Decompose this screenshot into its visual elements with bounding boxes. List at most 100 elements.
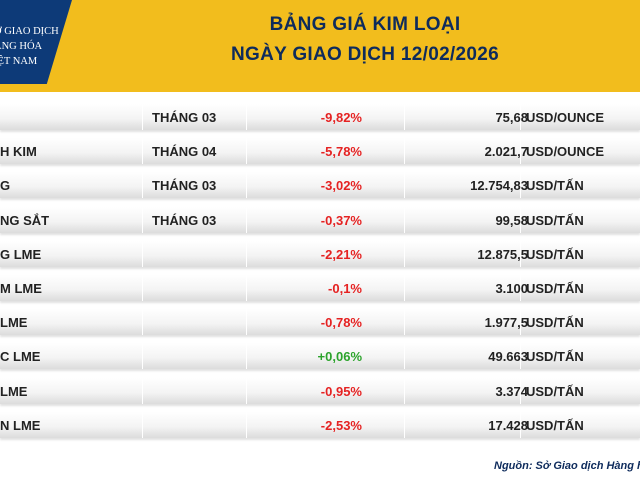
price-unit: USD/OUNCE	[526, 110, 605, 125]
column-divider	[246, 411, 247, 438]
change-percent: -0,37%	[320, 212, 362, 228]
column-divider	[520, 104, 521, 130]
change-percent: +0,06%	[317, 349, 362, 365]
change-percent: -5,78%	[320, 144, 362, 160]
price-unit: USD/TẤN	[526, 383, 584, 399]
column-divider	[404, 343, 405, 370]
column-divider	[520, 377, 521, 404]
column-divider	[246, 104, 247, 130]
change-percent: -9,82%	[320, 110, 362, 125]
contract-month: THÁNG 03	[152, 212, 217, 228]
price-unit: USD/TẤN	[526, 315, 584, 331]
exchange-logo: Ở GIAO DỊCH ÀNG HÓA IỆT NAM	[0, 0, 72, 84]
table-row: M LME -0,1% 3.100 USD/TẤN	[0, 274, 640, 301]
price-value: 1.977,5	[484, 315, 528, 331]
column-divider	[142, 172, 143, 199]
column-divider	[246, 138, 247, 165]
column-divider	[404, 274, 405, 301]
price-unit: USD/TẤN	[526, 280, 584, 296]
column-divider	[404, 309, 405, 336]
change-percent: -2,21%	[320, 246, 362, 262]
column-divider	[246, 172, 247, 199]
column-divider	[142, 104, 143, 130]
column-divider	[520, 172, 521, 199]
logo-line-2: ÀNG HÓA	[0, 41, 43, 52]
page-title: BẢNG GIÁ KIM LOẠI	[269, 14, 461, 35]
column-divider	[142, 377, 143, 404]
column-divider	[142, 138, 143, 165]
column-divider	[246, 309, 247, 336]
table-row: H KIM THÁNG 04 -5,78% 2.021,7 USD/OUNCE	[0, 138, 640, 165]
table-row: N LME -2,53% 17.428 USD/TẤN	[0, 411, 640, 438]
change-percent: -0,95%	[320, 383, 362, 399]
commodity-name: LME	[0, 383, 28, 399]
column-divider	[404, 206, 405, 233]
commodity-name: LME	[0, 315, 28, 331]
column-divider	[142, 309, 143, 336]
contract-month: THÁNG 04	[152, 144, 217, 160]
price-value: 2.021,7	[484, 144, 528, 160]
price-value: 17.428	[488, 417, 528, 433]
column-divider	[404, 240, 405, 267]
commodity-name: G	[0, 178, 11, 194]
table-row: LME -0,78% 1.977,5 USD/TẤN	[0, 309, 640, 336]
contract-month: THÁNG 03	[152, 178, 217, 194]
change-percent: -3,02%	[320, 178, 362, 194]
column-divider	[404, 377, 405, 404]
column-divider	[520, 309, 521, 336]
source-note: Nguồn: Sở Giao dịch Hàng hó	[494, 460, 640, 472]
column-divider	[404, 138, 405, 165]
column-divider	[142, 411, 143, 438]
price-value: 12.754,83	[470, 178, 528, 194]
column-divider	[520, 274, 521, 301]
price-table: THÁNG 03 -9,82% 75,68 USD/OUNCE H KIM THÁNG 0…	[0, 104, 640, 446]
logo-line-3: IỆT NAM	[0, 56, 38, 67]
column-divider	[520, 240, 521, 267]
commodity-name: C LME	[0, 349, 41, 365]
page-subtitle: NGÀY GIAO DỊCH 12/02/2026	[231, 44, 499, 65]
price-unit: USD/TẤN	[526, 212, 584, 228]
change-percent: -2,53%	[320, 417, 362, 433]
price-unit: USD/OUNCE	[526, 144, 605, 160]
logo-line-1: Ở GIAO DỊCH	[0, 26, 59, 37]
column-divider	[142, 343, 143, 370]
column-divider	[404, 411, 405, 438]
column-divider	[404, 104, 405, 130]
column-divider	[520, 206, 521, 233]
column-divider	[142, 274, 143, 301]
price-value: 49.663	[488, 349, 528, 365]
table-row: NG SẮT THÁNG 03 -0,37% 99,58 USD/TẤN	[0, 206, 640, 233]
column-divider	[246, 377, 247, 404]
price-value: 75,68	[495, 110, 528, 125]
column-divider	[246, 206, 247, 233]
column-divider	[404, 172, 405, 199]
commodity-name: N LME	[0, 417, 41, 433]
table-row: LME -0,95% 3.374 USD/TẤN	[0, 377, 640, 404]
price-unit: USD/TẤN	[526, 417, 584, 433]
price-value: 12.875,5	[477, 246, 528, 262]
column-divider	[520, 343, 521, 370]
column-divider	[520, 411, 521, 438]
price-unit: USD/TẤN	[526, 178, 584, 194]
column-divider	[520, 138, 521, 165]
price-value: 99,58	[495, 212, 528, 228]
price-value: 3.100	[495, 280, 528, 296]
price-unit: USD/TẤN	[526, 246, 584, 262]
column-divider	[246, 343, 247, 370]
table-row: G LME -2,21% 12.875,5 USD/TẤN	[0, 240, 640, 267]
change-percent: -0,78%	[320, 315, 362, 331]
column-divider	[246, 240, 247, 267]
table-row: THÁNG 03 -9,82% 75,68 USD/OUNCE	[0, 104, 640, 130]
column-divider	[142, 206, 143, 233]
price-value: 3.374	[495, 383, 528, 399]
header-banner: Ở GIAO DỊCH ÀNG HÓA IỆT NAM BẢNG GIÁ KIM…	[0, 0, 640, 92]
change-percent: -0,1%	[328, 280, 362, 296]
price-unit: USD/TẤN	[526, 349, 584, 365]
table-row: C LME +0,06% 49.663 USD/TẤN	[0, 343, 640, 370]
commodity-name: M LME	[0, 280, 42, 296]
commodity-name: NG SẮT	[0, 212, 50, 228]
table-row: G THÁNG 03 -3,02% 12.754,83 USD/TẤN	[0, 172, 640, 199]
commodity-name: G LME	[0, 246, 42, 262]
commodity-name: H KIM	[0, 144, 37, 160]
column-divider	[142, 240, 143, 267]
